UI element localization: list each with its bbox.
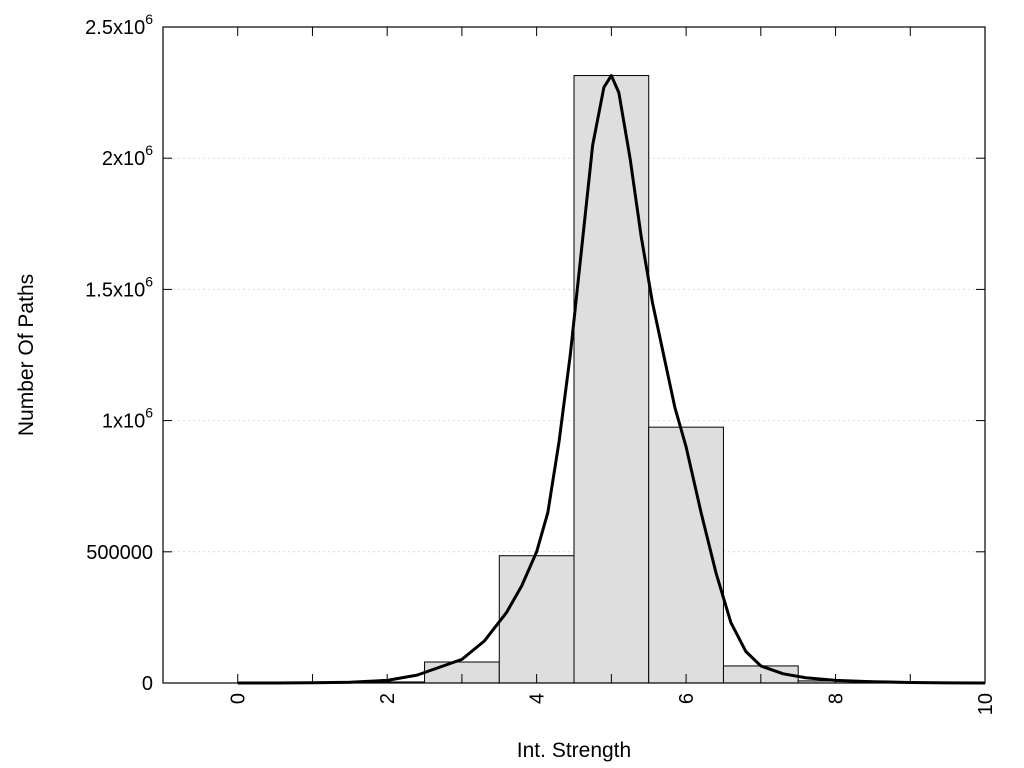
y-tick-exponent: 6 [145, 142, 153, 158]
x-tick-label: 8 [826, 693, 848, 704]
y-tick-label: 2x106 [102, 142, 153, 170]
x-tick-label: 10 [975, 693, 997, 715]
x-tick-label: 2 [377, 693, 399, 704]
y-tick-label: 500000 [86, 542, 153, 564]
histogram-bars [274, 75, 949, 684]
y-tick-exponent: 6 [145, 273, 153, 289]
x-tick-label: 6 [676, 693, 698, 704]
fit-curve-line [237, 74, 986, 685]
y-tick-label: 0 [142, 673, 153, 695]
y-tick-mantissa: 500000 [86, 542, 153, 564]
y-tick-mantissa: 2.5x10 [85, 17, 145, 39]
y-tick-label: 2.5x106 [85, 11, 153, 39]
x-tick-labels: 0 2 4 6 8 10 [228, 693, 997, 715]
y-tick-mantissa: 2x10 [102, 148, 145, 170]
y-tick-mantissa: 0 [142, 673, 153, 695]
x-tick-label: 0 [228, 693, 250, 704]
x-tick-label: 4 [527, 693, 549, 704]
y-axis-title: Number Of Paths [15, 274, 38, 436]
histogram-bar [573, 75, 650, 684]
y-tick-mantissa: 1.5x10 [85, 279, 145, 301]
y-tick-exponent: 6 [145, 405, 153, 421]
y-tick-exponent: 6 [145, 11, 153, 27]
x-axis-title: Int. Strength [517, 739, 631, 762]
y-tick-label: 1x106 [102, 405, 153, 433]
histogram-bar [498, 555, 575, 684]
fit-curve-layer [237, 74, 986, 685]
y-tick-mantissa: 1x10 [102, 411, 145, 433]
y-tick-label: 1.5x106 [85, 273, 153, 301]
plot-area-frame [162, 26, 986, 684]
axis-ticks [163, 26, 986, 684]
